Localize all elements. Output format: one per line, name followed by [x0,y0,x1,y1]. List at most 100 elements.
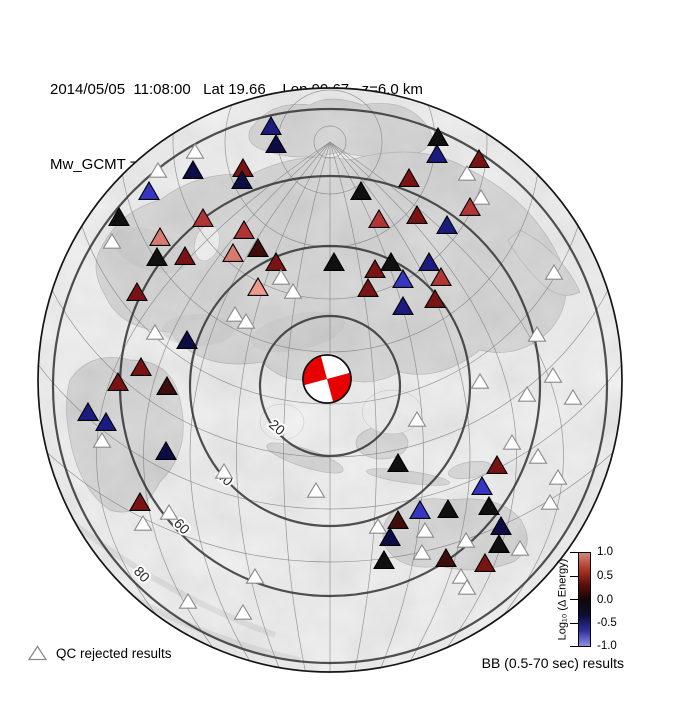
station-triangle [145,323,165,340]
qc-legend-label: QC rejected results [56,645,172,661]
station-triangle [510,539,530,556]
qc-legend: QC rejected results [28,645,172,661]
colorbar-title: Log₁₀ (Δ Energy) [556,558,569,641]
station-triangle [427,126,449,146]
station-triangle [527,325,547,342]
station-triangle [415,521,435,538]
station-triangle [548,468,568,485]
station-triangle [148,161,168,178]
station-triangle [306,481,326,498]
colorbar-tick [570,623,578,624]
station-triangle [222,242,244,262]
station-triangle [398,167,420,187]
station-triangle [283,282,303,299]
station-triangle [528,447,548,464]
colorbar-tick-label: -1.0 [597,640,617,652]
station-triangle [231,169,253,189]
station-triangle [178,592,198,609]
bb-results-caption: BB (0.5-70 sec) results [481,655,624,671]
station-triangle [490,515,512,535]
station-triangle [387,452,409,472]
station-triangle [108,206,130,226]
colorbar-tick [570,552,578,553]
station-triangle [392,295,414,315]
station-triangle [457,578,477,595]
colorbar-tick [570,646,578,647]
station-triangle [544,263,564,280]
station-triangle [409,499,431,519]
station-triangle [95,411,117,431]
station-triangle [138,180,160,200]
station-triangle [214,462,234,479]
station-triangle [149,226,171,246]
station-triangle [392,268,414,288]
colorbar-gradient [578,552,591,647]
station-triangle [92,431,112,448]
station-triangle [245,567,265,584]
station-triangle [424,288,446,308]
station-triangle [260,115,282,135]
station-triangle [236,312,256,329]
station-triangle [380,251,402,271]
graticule-meridians [96,141,564,672]
station-triangle [323,251,345,271]
station-triangle [451,567,471,584]
station-triangle [174,245,196,265]
station-triangle [357,277,379,297]
station-triangle [265,251,287,271]
station-triangle [159,503,179,520]
station-triangle [478,495,500,515]
station-triangle [468,148,490,168]
station-triangle [412,543,432,560]
station-triangle [368,208,390,228]
station-triangle [192,207,214,227]
station-triangle [156,375,178,395]
station-triangle [426,143,448,163]
station-triangle [436,214,458,234]
station-triangle [486,454,508,474]
beachball [302,354,352,404]
station-triangle [459,196,481,216]
colorbar-tick-label: 0.5 [597,570,613,582]
station-triangle [185,142,205,159]
colorbar-tick-label: -0.5 [597,617,617,629]
station-triangle [77,401,99,421]
station-triangle [471,188,491,205]
station-triangle [130,356,152,376]
station-triangle [350,180,372,200]
station-triangle [107,371,129,391]
station-triangle [364,258,386,278]
globe-rim [37,87,623,673]
station-triangle [430,266,452,286]
colorbar-tick [570,576,578,577]
station-triangle [247,276,269,296]
colorbar-tick-label: 1.0 [597,546,613,558]
station-triangle [182,159,204,179]
station-triangle [457,164,477,181]
colorbar-tick-label: 0.0 [597,594,613,606]
colorbar: Log₁₀ (Δ Energy) 1.0 0.5 0.0 -0.5 -1.0 [557,546,640,652]
station-triangle [102,232,122,249]
station-triangle [233,219,255,239]
colorbar-tick [570,599,578,600]
station-triangle [126,281,148,301]
station-triangle [543,366,563,383]
stations-layer [77,115,583,620]
station-triangle [540,493,560,510]
station-triangle [265,133,287,153]
station-triangle [129,491,151,511]
station-triangle [471,475,493,495]
station-triangle [133,514,153,531]
station-triangle [437,498,459,518]
station-triangle [373,549,395,569]
station-triangle [379,526,401,546]
station-triangle [176,329,198,349]
station-triangle [233,603,253,620]
station-triangle [387,509,409,529]
station-triangle [407,410,427,427]
station-triangle [456,531,476,548]
station-triangle [418,251,440,271]
